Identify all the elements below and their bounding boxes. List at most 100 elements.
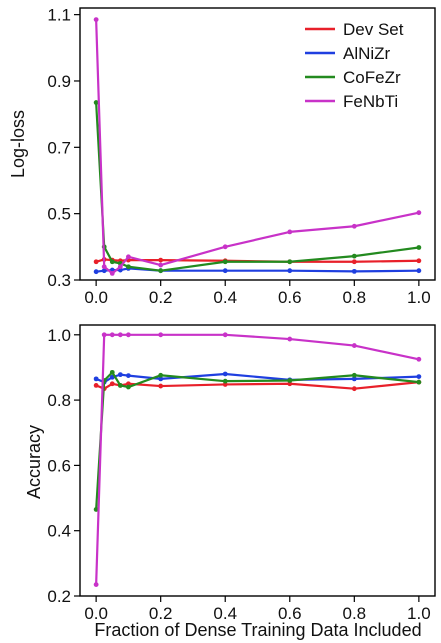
accuracy-point-alnizr bbox=[117, 372, 123, 378]
logloss-y-tick-label: 1.1 bbox=[47, 6, 71, 25]
accuracy-point-cofezr bbox=[158, 372, 164, 378]
accuracy-panel: 0.0 0.2 0.4 0.6 0.8 1.0 0.2 0.4 0.6 0.8 1.0 Accur… bbox=[24, 324, 436, 640]
accuracy-x-tick-label: 1.0 bbox=[407, 604, 431, 623]
logloss-x-tick-label: 0.6 bbox=[278, 288, 302, 307]
accuracy-point-fenbti bbox=[351, 343, 357, 348]
logloss-point-fenbti bbox=[101, 264, 107, 270]
logloss-point-fenbti bbox=[416, 210, 422, 216]
accuracy-x-axis-title: Fraction of Dense Training Data Included bbox=[94, 620, 421, 640]
accuracy-point-fenbti bbox=[287, 336, 293, 342]
accuracy-x-tick-label: 0.6 bbox=[278, 604, 302, 623]
accuracy-point-cofezr bbox=[222, 378, 228, 384]
accuracy-x-tick-label: 0.4 bbox=[213, 604, 237, 623]
logloss-y-tick-label: 0.9 bbox=[47, 72, 71, 91]
accuracy-y-tick-label: 0.8 bbox=[47, 391, 71, 410]
accuracy-series bbox=[93, 332, 422, 587]
logloss-point-alnizr bbox=[222, 268, 228, 274]
logloss-point-dev-set bbox=[416, 258, 422, 264]
legend-label-cofezr: CoFeZr bbox=[343, 68, 401, 87]
accuracy-point-cofezr bbox=[416, 379, 422, 385]
accuracy-point-cofezr bbox=[351, 372, 357, 378]
accuracy-point-fenbti bbox=[158, 332, 164, 338]
accuracy-point-fenbti bbox=[101, 332, 107, 338]
accuracy-point-fenbti bbox=[222, 332, 228, 338]
logloss-point-cofezr bbox=[416, 245, 422, 250]
logloss-x-tick-label: 0.0 bbox=[84, 288, 108, 307]
logloss-point-cofezr bbox=[93, 100, 99, 105]
logloss-point-alnizr bbox=[93, 269, 99, 275]
accuracy-series-line-cofezr bbox=[95, 371, 419, 510]
logloss-series-line-cofezr bbox=[95, 102, 420, 272]
accuracy-series-line-fenbti bbox=[95, 333, 420, 585]
logloss-point-cofezr bbox=[351, 253, 357, 259]
accuracy-y-axis-title: Accuracy bbox=[24, 425, 44, 499]
logloss-point-cofezr bbox=[126, 264, 131, 270]
logloss-x-tick-label: 0.8 bbox=[342, 288, 366, 307]
logloss-point-alnizr bbox=[351, 268, 357, 274]
logloss-point-alnizr bbox=[416, 268, 422, 274]
logloss-series bbox=[93, 17, 422, 276]
accuracy-point-alnizr bbox=[222, 371, 228, 377]
logloss-y-ticks: 0.3 0.5 0.7 0.9 1.1 bbox=[47, 6, 80, 290]
accuracy-y-tick-label: 0.2 bbox=[47, 587, 71, 606]
logloss-x-tick-label: 1.0 bbox=[407, 288, 431, 307]
logloss-y-tick-label: 0.7 bbox=[47, 138, 71, 157]
logloss-point-dev-set bbox=[158, 257, 164, 263]
logloss-point-cofezr bbox=[287, 259, 293, 265]
logloss-point-fenbti bbox=[351, 223, 357, 229]
legend-label-fenbti: FeNbTi bbox=[343, 92, 398, 111]
accuracy-x-tick-label: 0.8 bbox=[342, 604, 366, 623]
logloss-point-dev-set bbox=[351, 259, 357, 265]
accuracy-point-dev-set bbox=[158, 383, 164, 389]
accuracy-x-tick-label: 0.2 bbox=[149, 604, 173, 623]
logloss-x-tick-label: 0.2 bbox=[149, 288, 173, 307]
logloss-plot-frame bbox=[79, 7, 436, 281]
accuracy-plot-frame bbox=[79, 324, 436, 597]
logloss-y-axis-title: Log-loss bbox=[8, 110, 28, 178]
accuracy-y-tick-label: 0.4 bbox=[47, 522, 71, 541]
logloss-point-fenbti bbox=[93, 17, 99, 23]
logloss-point-dev-set bbox=[93, 259, 99, 265]
accuracy-point-fenbti bbox=[416, 356, 422, 362]
accuracy-x-ticks: 0.0 0.2 0.4 0.6 0.8 1.0 bbox=[84, 596, 431, 623]
logloss-point-fenbti bbox=[126, 254, 131, 260]
accuracy-point-cofezr bbox=[287, 378, 293, 383]
logloss-point-fenbti bbox=[287, 229, 293, 235]
accuracy-point-dev-set bbox=[351, 386, 357, 392]
logloss-y-tick-label: 0.5 bbox=[47, 205, 71, 224]
accuracy-series-line-alnizr bbox=[95, 372, 419, 384]
accuracy-x-tick-label: 0.0 bbox=[84, 604, 108, 623]
logloss-point-cofezr bbox=[158, 268, 164, 274]
accuracy-point-fenbti bbox=[93, 582, 99, 587]
accuracy-y-ticks: 0.2 0.4 0.6 0.8 1.0 bbox=[47, 326, 80, 606]
accuracy-point-cofezr bbox=[93, 507, 99, 512]
logloss-series-line-fenbti bbox=[95, 19, 420, 275]
logloss-point-cofezr bbox=[109, 259, 115, 265]
logloss-panel: 0.0 0.2 0.4 0.6 0.8 1.0 0.3 0.5 0.7 0.9 1.1 Log-l… bbox=[8, 6, 436, 307]
accuracy-series-line-dev-set bbox=[95, 381, 419, 390]
accuracy-y-tick-label: 1.0 bbox=[47, 326, 71, 345]
accuracy-point-fenbti bbox=[126, 332, 131, 338]
logloss-point-alnizr bbox=[101, 268, 107, 274]
accuracy-point-cofezr bbox=[126, 384, 131, 390]
accuracy-point-alnizr bbox=[351, 376, 357, 382]
legend: Dev Set AlNiZr CoFeZr FeNbTi bbox=[305, 20, 404, 111]
accuracy-y-tick-label: 0.6 bbox=[47, 456, 71, 475]
legend-label-alnizr: AlNiZr bbox=[343, 44, 391, 63]
logloss-point-fenbti bbox=[222, 244, 228, 250]
logloss-point-fenbti bbox=[109, 270, 115, 276]
accuracy-point-alnizr bbox=[158, 376, 164, 382]
accuracy-point-fenbti bbox=[117, 332, 123, 338]
accuracy-point-dev-set bbox=[109, 381, 115, 387]
logloss-x-ticks: 0.0 0.2 0.4 0.6 0.8 1.0 bbox=[84, 280, 431, 307]
accuracy-point-alnizr bbox=[126, 373, 131, 379]
logloss-x-tick-label: 0.4 bbox=[213, 288, 237, 307]
logloss-point-alnizr bbox=[287, 268, 293, 274]
logloss-point-cofezr bbox=[222, 259, 228, 265]
accuracy-point-alnizr bbox=[416, 374, 422, 379]
accuracy-point-cofezr bbox=[109, 369, 115, 375]
logloss-y-tick-label: 0.3 bbox=[47, 271, 71, 290]
legend-label-dev-set: Dev Set bbox=[343, 20, 404, 39]
logloss-point-fenbti bbox=[158, 262, 164, 268]
